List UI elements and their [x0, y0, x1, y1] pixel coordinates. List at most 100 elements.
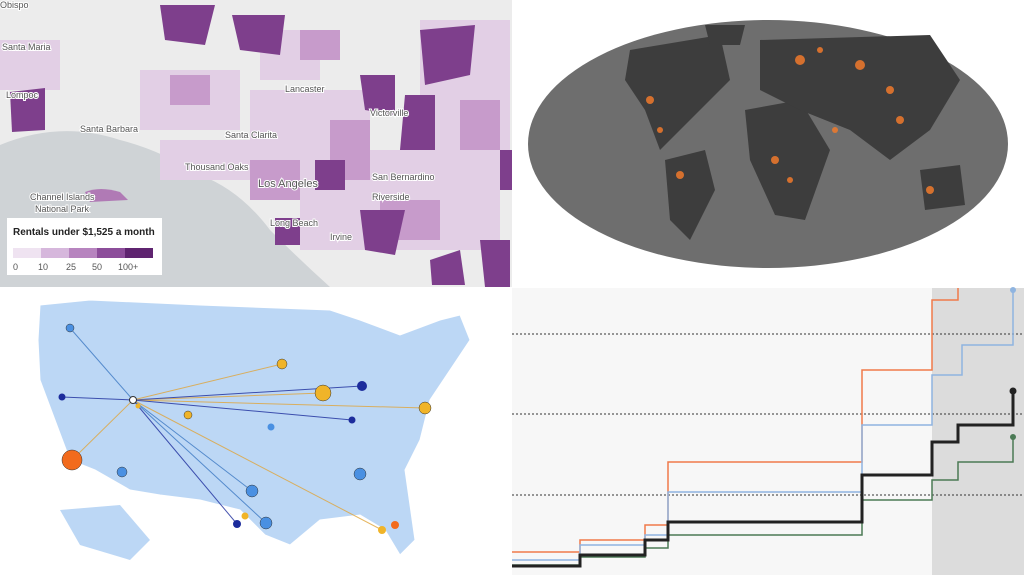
us-map	[37, 299, 471, 560]
us-map-circle	[241, 512, 249, 520]
step-chart-g-polyline	[512, 437, 1014, 566]
us-map-g-line	[61, 396, 134, 401]
step-chart-circle	[1010, 287, 1016, 293]
place-label: San Bernardino	[372, 172, 435, 182]
rent-map-g-path	[400, 95, 435, 150]
legend-label: 25	[66, 262, 76, 272]
us-map-circle	[357, 381, 367, 391]
place-label: Los Angeles	[258, 178, 318, 190]
step-chart	[512, 287, 1024, 575]
us-map-circle	[353, 467, 367, 481]
place-label: Thousand Oaks	[185, 162, 249, 172]
world-map-g-path	[705, 25, 745, 45]
world-map-g-path	[920, 165, 965, 210]
place-label: Irvine	[330, 232, 352, 242]
world-map-g-path	[745, 100, 830, 220]
world-map-g-path	[760, 35, 960, 160]
world-map-g-circle	[832, 127, 838, 133]
world-map-g-circle	[886, 86, 894, 94]
step-chart-g-polyline	[512, 391, 1015, 568]
rent-map-g-rect	[460, 100, 500, 150]
us-map-circle	[267, 423, 275, 431]
world-map-g-circle	[817, 47, 823, 53]
rent-map-g-path	[360, 210, 405, 255]
us-map-g-line	[71, 399, 134, 461]
us-map-circle	[314, 384, 332, 402]
place-label: Lompoc	[6, 90, 39, 100]
legend-label: 100+	[118, 262, 138, 272]
us-map-path	[60, 505, 150, 560]
world-map-g-circle	[787, 177, 793, 183]
rent-map-path	[85, 189, 128, 202]
us-map-circle	[276, 358, 288, 370]
place-label: National Park	[35, 204, 90, 214]
us-map-g-line	[132, 399, 267, 524]
rent-map-g-path	[160, 5, 215, 45]
place-label: Victorville	[370, 108, 408, 118]
rent-map-g	[170, 30, 500, 240]
rent-map-g-rect	[160, 140, 250, 180]
legend-label: 50	[92, 262, 102, 272]
us-map-g-line	[69, 327, 134, 401]
place-label: Santa Clarita	[225, 130, 277, 140]
rent-map-g-path	[275, 218, 300, 245]
step-chart-circle	[1010, 434, 1016, 440]
us-map-g-line	[132, 363, 283, 401]
legend-label: 10	[38, 262, 48, 272]
rent-map-g-path	[360, 75, 395, 115]
step-chart-g	[512, 333, 1024, 496]
world-map-g-circle	[855, 60, 865, 70]
rent-map-g-rect	[170, 75, 210, 105]
rent-map-g-path	[430, 250, 465, 285]
world-map-g	[625, 25, 965, 240]
place-label: Riverside	[372, 192, 410, 202]
rent-map-g-rect	[0, 40, 60, 90]
rent-map-rect	[125, 248, 153, 258]
place-label: Santa Maria	[2, 42, 51, 52]
place-label: Long Beach	[270, 218, 318, 228]
legend-box	[7, 218, 162, 275]
step-chart-g-polyline	[512, 288, 959, 553]
legend-label: 0	[13, 262, 18, 272]
rent-map-rect	[13, 248, 41, 258]
world-map-g-circle	[676, 171, 684, 179]
us-map-circle	[183, 410, 193, 420]
us-map-g-line	[132, 392, 324, 401]
rent-map-rect	[41, 248, 69, 258]
step-chart-rect	[932, 288, 1024, 575]
rent-map: Obispo Santa Maria Lompoc Santa Barbara …	[0, 0, 512, 287]
us-map-circle	[245, 484, 259, 498]
rent-map-g-path	[500, 150, 512, 190]
world-map-g-circle	[771, 156, 779, 164]
us-map-g-line	[132, 399, 353, 421]
world-map	[528, 20, 1008, 268]
rent-map-g-path	[420, 25, 475, 85]
us-map-circle	[129, 396, 137, 404]
us-map-circle	[116, 466, 128, 478]
us-map-circle	[135, 403, 141, 409]
world-map-g-circle	[896, 116, 904, 124]
us-map-path	[37, 299, 471, 556]
rent-map-g-path	[10, 88, 45, 132]
world-map-g	[646, 47, 934, 194]
place-label: Obispo	[0, 0, 29, 10]
us-map-g-line	[132, 399, 238, 525]
rent-map-g-rect	[250, 160, 300, 200]
place-label: Channel Islands	[30, 192, 95, 202]
us-map-circle	[391, 521, 399, 529]
step-chart-g	[512, 288, 1015, 568]
us-map-circle	[378, 526, 386, 534]
us-map-circle	[259, 516, 273, 530]
us-map-circle	[61, 449, 83, 471]
rent-map-g-path	[315, 160, 345, 190]
step-chart-circle	[1009, 387, 1017, 395]
place-label: Lancaster	[285, 84, 325, 94]
world-map-g-circle	[646, 96, 654, 104]
rent-map-g	[10, 5, 512, 287]
rent-map-g-rect	[300, 30, 340, 60]
us-map-circle	[418, 401, 432, 415]
world-map-g-circle	[795, 55, 805, 65]
rent-map-rect	[97, 248, 125, 258]
